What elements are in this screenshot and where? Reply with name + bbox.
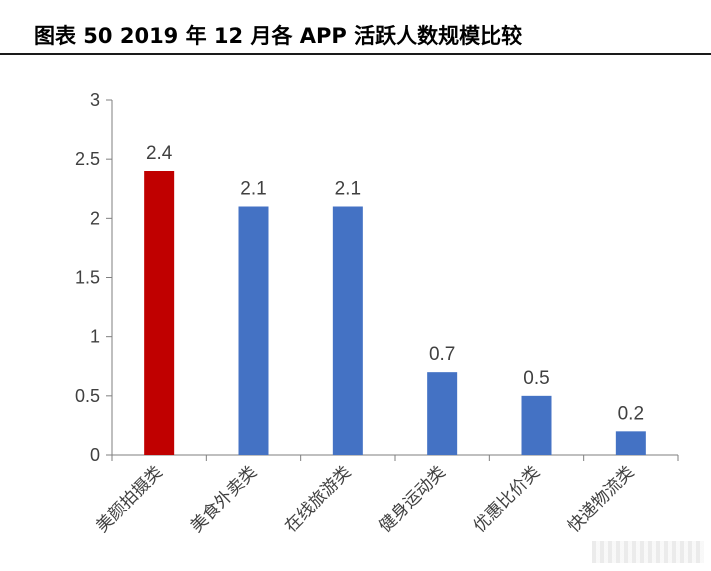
bar: [144, 171, 175, 455]
data-label: 0.2: [618, 403, 644, 424]
y-tick-label: 3: [90, 90, 100, 110]
y-tick-label: 0.5: [75, 386, 100, 406]
y-tick-label: 2: [90, 208, 100, 228]
data-label: 0.7: [429, 344, 455, 365]
category-label: 美颜拍摄类: [92, 462, 166, 536]
bar: [427, 372, 458, 455]
category-label: 健身运动类: [375, 462, 449, 536]
category-label: 快递物流类: [564, 462, 638, 536]
data-label: 0.5: [523, 368, 549, 389]
chart-title: 图表 50 2019 年 12 月各 APP 活跃人数规模比较: [34, 24, 523, 48]
category-label: 美食外卖类: [187, 462, 261, 536]
y-tick-label: 0: [90, 445, 100, 465]
data-label: 2.1: [240, 179, 266, 200]
bar: [238, 206, 269, 455]
watermark-blur: [592, 541, 704, 563]
bar: [521, 395, 552, 455]
category-label: 优惠比价类: [470, 462, 544, 536]
bar: [615, 431, 646, 455]
y-tick-label: 1.5: [75, 268, 100, 288]
y-tick-label: 2.5: [75, 149, 100, 169]
data-label: 2.1: [335, 179, 361, 200]
y-tick-label: 1: [90, 327, 100, 347]
category-label: 在线旅游类: [281, 462, 355, 536]
title-divider: [0, 53, 711, 55]
bar: [332, 206, 363, 455]
data-label: 2.4: [146, 143, 173, 164]
